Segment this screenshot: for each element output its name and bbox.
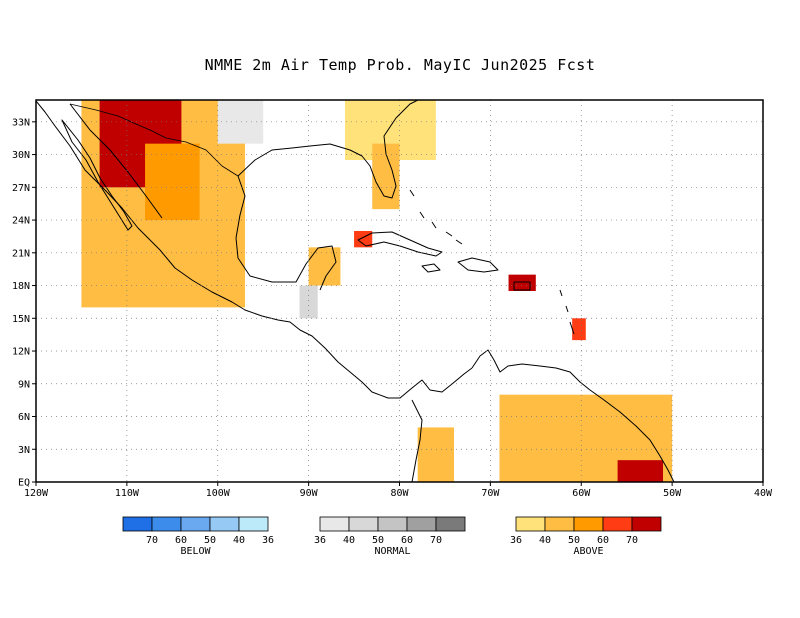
x-tick-label: 120W — [24, 488, 49, 499]
legend-label-above: 36 — [510, 535, 522, 546]
puerto-rico — [513, 281, 531, 291]
legend-label-above: 70 — [626, 535, 638, 546]
gulf-coast-line — [235, 175, 337, 291]
probability-cell-above — [417, 427, 455, 482]
legend-title-above: ABOVE — [573, 546, 603, 557]
x-tick-label: 60W — [572, 488, 591, 499]
legend-swatch-above — [631, 516, 662, 532]
y-tick-label: EQ — [18, 478, 30, 489]
legend-label-below: 36 — [262, 535, 274, 546]
legend-swatch-below — [151, 516, 182, 532]
north-america-coastline — [36, 100, 473, 399]
legend-swatch-below — [122, 516, 153, 532]
us-gulf-coast — [237, 100, 419, 199]
legend-label-below: 60 — [175, 535, 187, 546]
latitude-ticks: EQ 3N 6N 9N 12N 15N 18N 21N 24N 27N 30N 33N — [12, 117, 36, 489]
probability-cell-normal — [299, 285, 318, 319]
probability-cell-normal — [217, 100, 264, 144]
legend-label-above: 50 — [568, 535, 580, 546]
legend-title-normal: NORMAL — [374, 546, 410, 557]
y-tick-label: 24N — [12, 216, 30, 227]
x-tick-label: 50W — [663, 488, 682, 499]
bahamas — [409, 189, 463, 245]
hispaniola — [457, 257, 499, 273]
x-tick-label: 100W — [206, 488, 231, 499]
south-america-coastline — [411, 349, 675, 482]
legend-label-below: 40 — [233, 535, 245, 546]
x-tick-label: 40W — [754, 488, 773, 499]
y-tick-label: 18N — [12, 281, 30, 292]
baja-california — [61, 119, 133, 231]
y-tick-label: 21N — [12, 248, 30, 259]
x-tick-label: 110W — [115, 488, 140, 499]
legend-label-normal: 70 — [430, 535, 442, 546]
longitude-ticks: 120W 110W 100W 90W 80W 70W 60W 50W 40W — [24, 482, 773, 499]
legend-label-normal: 60 — [401, 535, 413, 546]
legend-swatch-above — [544, 516, 575, 532]
legend-swatch-normal — [406, 516, 437, 532]
lesser-antilles — [559, 289, 575, 335]
x-tick-label: 70W — [481, 488, 500, 499]
legend-swatch-above — [602, 516, 633, 532]
legend-label-above: 60 — [597, 535, 609, 546]
x-tick-label: 80W — [390, 488, 409, 499]
legend-swatch-above — [573, 516, 604, 532]
x-tick-label: 90W — [300, 488, 319, 499]
cuba — [357, 231, 443, 257]
y-tick-label: 9N — [18, 379, 30, 390]
y-tick-label: 6N — [18, 412, 30, 423]
map-title: NMME 2m Air Temp Prob. MayIC Jun2025 Fcs… — [204, 56, 596, 74]
color-legend: 70 60 50 40 36 BELOW 36 40 50 60 70 NORMAL 36 40 50 60 7… — [122, 516, 662, 557]
legend-swatch-below — [238, 516, 269, 532]
probability-cell-above — [508, 274, 536, 291]
gulf-of-california — [69, 103, 163, 219]
us-mexico-border — [69, 103, 239, 177]
legend-swatch-normal — [348, 516, 379, 532]
legend-label-normal: 50 — [372, 535, 384, 546]
legend-swatch-below — [209, 516, 240, 532]
legend-label-normal: 36 — [314, 535, 326, 546]
probability-cell-above — [572, 318, 586, 341]
legend-swatch-below — [180, 516, 211, 532]
y-tick-label: 12N — [12, 347, 30, 358]
legend-swatch-normal — [377, 516, 408, 532]
probability-cell-above — [617, 460, 664, 482]
legend-swatch-normal — [319, 516, 350, 532]
y-tick-label: 30N — [12, 150, 30, 161]
legend-label-above: 40 — [539, 535, 551, 546]
y-tick-label: 15N — [12, 314, 30, 325]
coastlines — [36, 100, 675, 482]
probability-cell-above — [145, 143, 200, 221]
legend-label-normal: 40 — [343, 535, 355, 546]
y-tick-label: 33N — [12, 117, 30, 128]
legend-swatch-above — [515, 516, 546, 532]
y-tick-label: 27N — [12, 183, 30, 194]
legend-label-below: 70 — [146, 535, 158, 546]
legend-label-below: 50 — [204, 535, 216, 546]
y-tick-label: 3N — [18, 445, 30, 456]
probability-shading — [81, 100, 673, 482]
legend-swatch-normal — [435, 516, 466, 532]
gridlines — [36, 100, 763, 482]
legend-title-below: BELOW — [180, 546, 211, 557]
jamaica — [421, 263, 441, 273]
